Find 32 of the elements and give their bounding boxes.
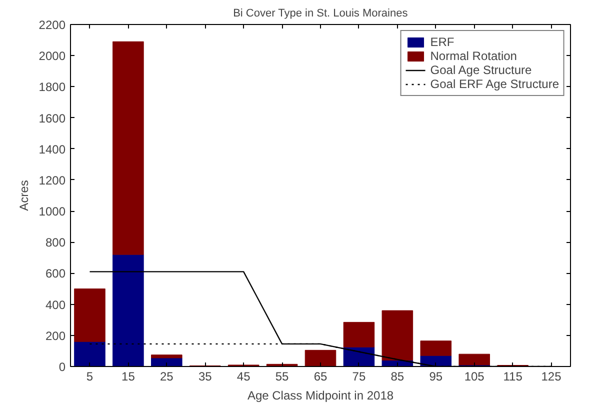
x-tick-label: 25 xyxy=(160,370,174,384)
x-tick-label: 5 xyxy=(86,370,94,384)
y-tick-label: 0 xyxy=(58,360,66,374)
y-tick-label: 1400 xyxy=(38,142,66,156)
y-tick-label: 2000 xyxy=(38,49,66,64)
legend-label: Goal ERF Age Structure xyxy=(430,77,559,91)
legend-label: Normal Rotation xyxy=(430,49,517,63)
x-axis-title: Age Class Midpoint in 2018 xyxy=(247,388,394,402)
y-tick-label: 800 xyxy=(45,236,66,250)
y-tick-label: 600 xyxy=(45,266,66,281)
y-tick-label: 2200 xyxy=(38,18,66,32)
x-tick-label: 85 xyxy=(390,370,404,384)
legend-label: Goal Age Structure xyxy=(430,63,532,77)
x-tick-label: 105 xyxy=(464,370,485,384)
y-tick-label: 1800 xyxy=(38,80,66,94)
y-tick-label: 200 xyxy=(45,328,66,343)
y-tick-label: 1600 xyxy=(38,111,66,126)
x-tick-label: 125 xyxy=(541,370,562,384)
y-tick-label: 400 xyxy=(45,298,66,312)
y-axis-title: Acres xyxy=(16,180,31,211)
y-tick-label: 1200 xyxy=(38,173,66,188)
x-tick-label: 95 xyxy=(429,370,443,384)
x-tick-label: 65 xyxy=(314,370,328,384)
x-tick-label: 15 xyxy=(122,370,136,384)
y-tick-label: 1000 xyxy=(38,204,66,219)
x-tick-label: 115 xyxy=(503,370,523,384)
x-tick-label: 75 xyxy=(352,370,366,384)
x-tick-label: 35 xyxy=(198,370,212,384)
legend-label: ERF xyxy=(430,35,454,49)
chart-title: Bi Cover Type in St. Louis Moraines xyxy=(233,8,408,20)
x-tick-label: 45 xyxy=(236,370,251,384)
x-tick-label: 55 xyxy=(275,370,290,384)
